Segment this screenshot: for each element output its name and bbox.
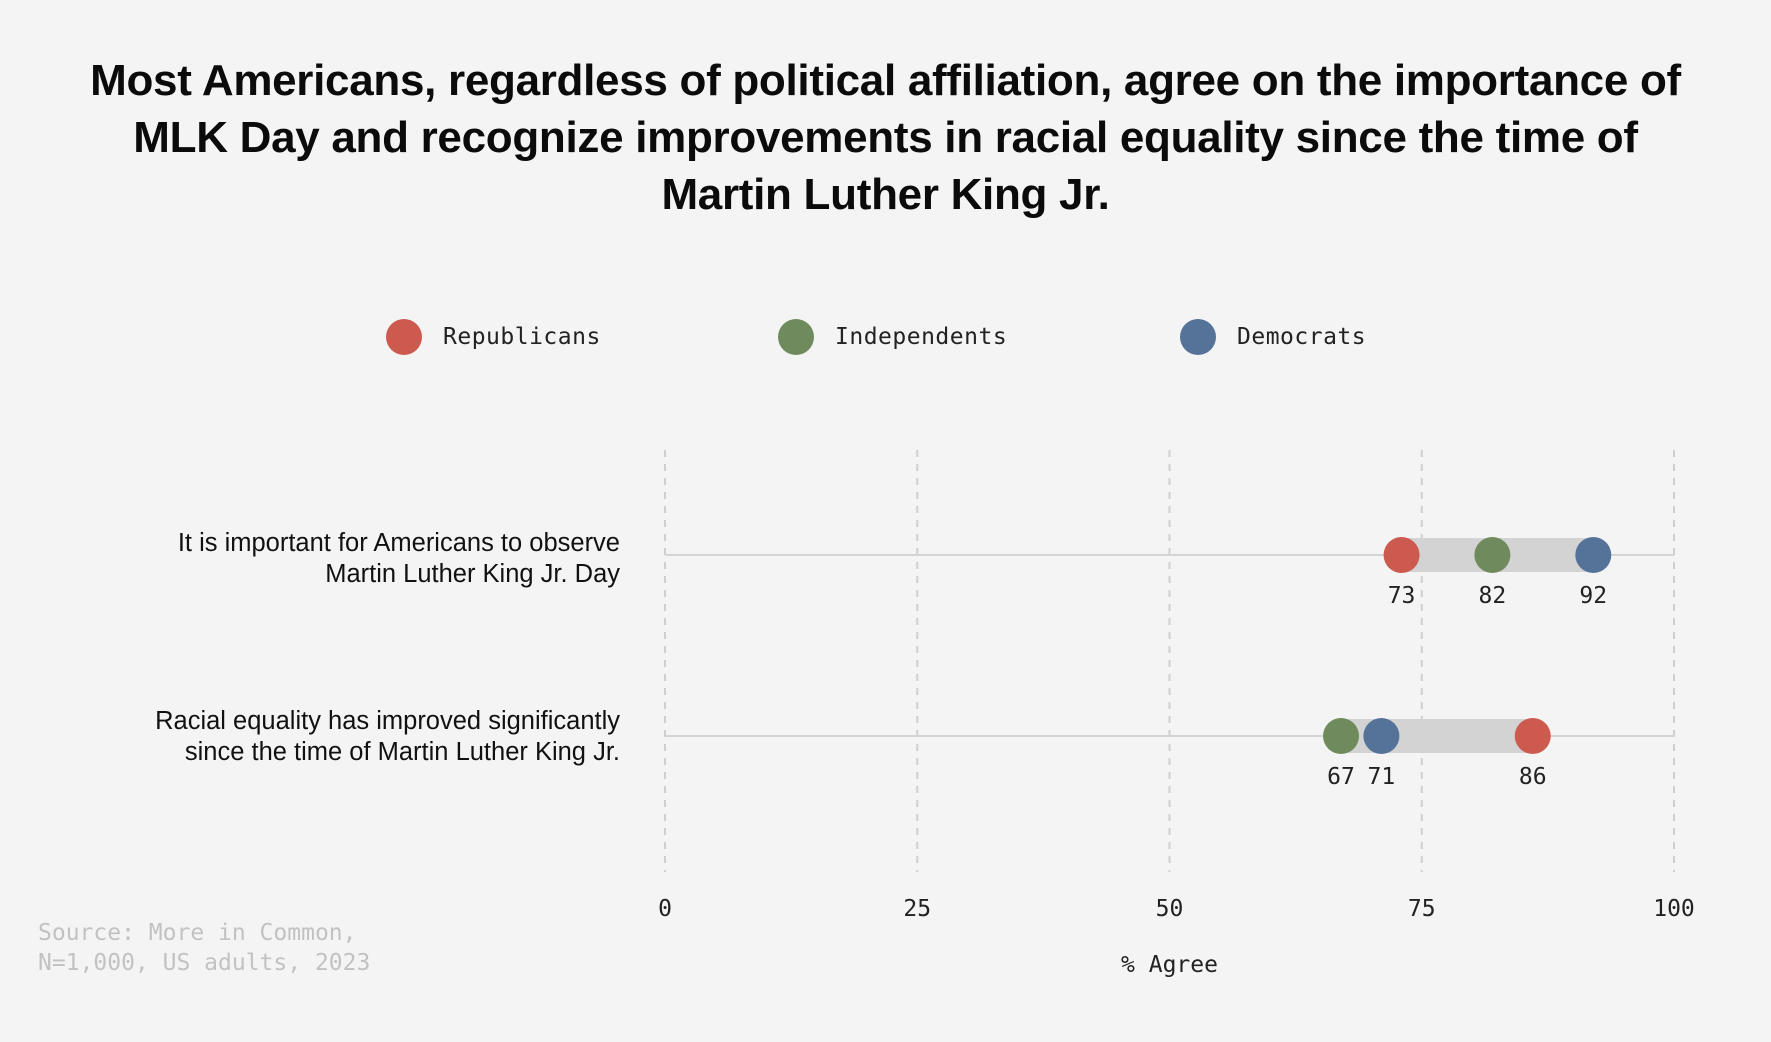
source-note: Source: More in Common, N=1,000, US adult… [38,918,370,978]
value-label-independents-0: 82 [1479,583,1507,609]
legend-dot-independents [778,319,814,355]
row-label-racial-equality-line1: Racial equality has improved significant… [155,707,620,735]
value-label-republicans-0: 73 [1388,583,1416,609]
dot-independents-0 [1474,537,1511,573]
value-label-independents-1: 67 [1327,764,1355,790]
value-label-republicans-1: 86 [1519,764,1547,790]
x-axis-title: % Agree [1121,952,1218,978]
source-line2: N=1,000, US adults, 2023 [38,950,371,976]
dot-independents-1 [1323,718,1360,754]
chart-title: Most Americans, regardless of political … [90,56,1681,219]
legend-item-independents: Independents [778,318,1007,356]
x-tick-label-75: 75 [1408,896,1436,922]
legend-label-republicans: Republicans [443,324,601,350]
x-tick-label-25: 25 [903,896,931,922]
legend-item-republicans: Republicans [386,318,601,356]
legend-item-democrats: Democrats [1180,318,1366,356]
x-tick-label-0: 0 [658,896,672,922]
row-label-mlk-day-line1: It is important for Americans to observe [177,529,620,557]
x-tick-label-100: 100 [1653,896,1695,922]
source-line1: Source: More in Common, [38,920,357,946]
value-label-democrats-1: 71 [1368,764,1396,790]
row-label-mlk-day: It is important for Americans to observe… [40,528,620,590]
legend-dot-democrats [1180,319,1216,355]
row-label-racial-equality-line2: since the time of Martin Luther King Jr. [184,738,620,766]
legend-label-democrats: Democrats [1237,324,1367,350]
dot-democrats-1 [1363,718,1400,754]
row-label-mlk-day-line2: Martin Luther King Jr. Day [325,560,620,588]
legend-label-independents: Independents [835,324,1008,350]
dot-democrats-0 [1575,537,1612,573]
dot-republicans-0 [1383,537,1420,573]
x-tick-label-50: 50 [1156,896,1184,922]
legend-dot-republicans [386,319,422,355]
value-label-democrats-0: 92 [1579,583,1607,609]
dot-republicans-1 [1514,718,1551,754]
row-label-racial-equality: Racial equality has improved significant… [40,706,620,768]
